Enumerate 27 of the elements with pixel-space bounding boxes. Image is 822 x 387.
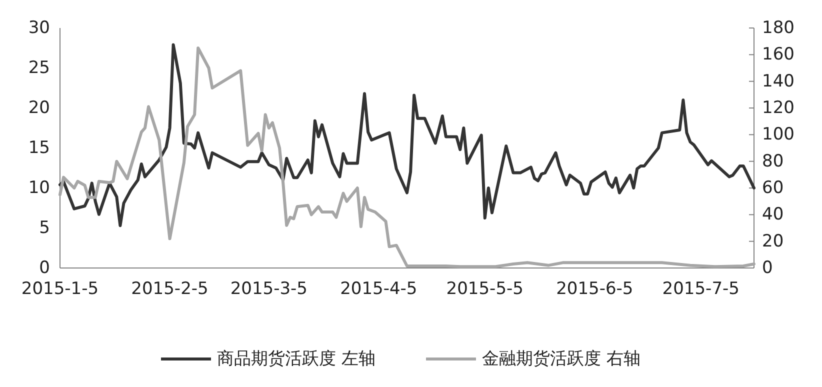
line-series <box>58 43 756 228</box>
legend-label: 商品期货活跃度 左轴 <box>217 349 376 369</box>
y2-tick-label: 20 <box>762 231 784 252</box>
y2-tick-label: 120 <box>762 98 794 118</box>
x-tick-label: 2015-5-5 <box>446 279 524 299</box>
x-tick-label: 2015-1-5 <box>21 279 99 299</box>
y2-tick-label: 180 <box>762 18 794 38</box>
y-tick-label: 0 <box>39 258 50 278</box>
y2-tick-label: 160 <box>762 44 794 65</box>
y-tick-label: 30 <box>28 18 50 38</box>
y-tick-label: 5 <box>39 218 50 238</box>
legend-label: 金融期货活跃度 右轴 <box>482 349 640 369</box>
x-tick-label: 2015-4-5 <box>340 279 418 299</box>
x-tick-label: 2015-6-5 <box>556 279 634 299</box>
y-tick-label: 20 <box>28 98 50 118</box>
y2-tick-label: 140 <box>762 71 794 92</box>
y-tick-label: 10 <box>28 178 50 198</box>
y-tick-label: 15 <box>28 138 50 158</box>
y2-tick-label: 0 <box>762 258 773 278</box>
y-tick-label: 25 <box>28 58 50 78</box>
x-tick-label: 2015-2-5 <box>131 279 208 299</box>
y2-tick-label: 60 <box>762 178 784 198</box>
y2-tick-label: 80 <box>762 151 784 172</box>
x-tick-label: 2015-3-5 <box>230 279 308 299</box>
y2-tick-label: 100 <box>762 124 794 145</box>
x-tick-label: 2015-7-5 <box>662 279 740 299</box>
y2-tick-label: 40 <box>762 204 784 225</box>
